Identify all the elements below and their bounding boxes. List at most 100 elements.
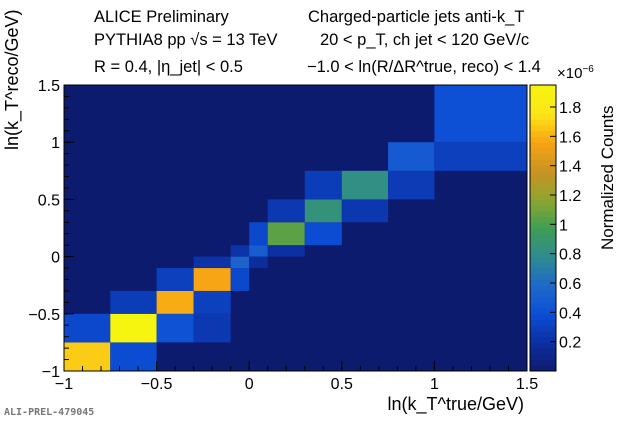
colorbar-segment: [530, 325, 556, 332]
jet-type-label: Charged-particle jets anti-k_T: [308, 8, 525, 26]
colorbar-segment: [530, 308, 556, 315]
colorbar-segment: [530, 296, 556, 303]
colorbar-segment: [530, 330, 556, 338]
heatmap-cell: [110, 313, 157, 343]
colorbar-tick-label: 1.2: [559, 188, 581, 205]
heatmap-bins: [64, 85, 527, 371]
colorbar-segment: [530, 250, 556, 258]
heatmap-cell: [388, 170, 435, 200]
y-tick-label: 1: [51, 135, 60, 152]
heatmap-cell: [249, 222, 268, 246]
heatmap-cell: [64, 342, 111, 371]
y-tick-label: −0.5: [28, 307, 60, 324]
colorbar-tick-label: 1: [559, 217, 568, 234]
colorbar-segment: [530, 170, 556, 178]
heatmap-cell: [434, 142, 527, 171]
colorbar-segment: [530, 279, 556, 286]
colorbar-segment: [530, 319, 556, 326]
alice-label: ALICE Preliminary: [94, 8, 229, 26]
figure-id: ALI-PREL-479045: [4, 407, 95, 418]
heatmap-cell: [230, 245, 250, 257]
colorbar-segment: [530, 228, 556, 235]
x-tick-label: −0.5: [141, 376, 173, 393]
colorbar-segment: [530, 165, 556, 172]
heatmap-cell: [193, 256, 231, 269]
colorbar-segment: [530, 290, 556, 298]
y-tick-label: 0: [51, 250, 60, 267]
heatmap-cell: [304, 222, 342, 246]
colorbar-segment: [530, 176, 556, 183]
colorbar-segment: [530, 136, 556, 143]
colorbar-segment: [530, 210, 556, 218]
x-tick-label: −1: [55, 376, 73, 393]
colorbar-segment: [530, 348, 556, 355]
colorbar-multiplier: ×10−6: [557, 64, 594, 82]
heatmap-cell: [267, 199, 305, 223]
colorbar-segment: [530, 125, 556, 132]
heatmap-cell: [230, 268, 250, 291]
colorbar-segment: [530, 102, 556, 109]
pt-range-label: 20 < p_T, ch jet < 120 GeV/c: [320, 31, 530, 49]
colorbar-segment: [530, 222, 556, 229]
heatmap-cell: [434, 85, 527, 143]
colorbar-segment: [530, 313, 556, 321]
heatmap-cell: [64, 313, 111, 343]
x-axis-title: ln(k_T^true/GeV): [387, 394, 525, 414]
colorbar-segment: [530, 239, 556, 246]
colorbar-segment: [530, 119, 556, 126]
heatmap-cell: [156, 268, 194, 291]
heatmap-cell: [304, 199, 342, 223]
colorbar-title: Normalized Counts: [598, 105, 617, 250]
colorbar-segment: [530, 273, 556, 280]
heatmap-cell: [156, 313, 194, 343]
colorbar-tick-label: 0.4: [559, 305, 581, 322]
colorbar-segment: [530, 365, 556, 372]
plot-frame: [63, 84, 528, 372]
colorbar-tick-label: 0.8: [559, 247, 581, 264]
colorbar-segment: [530, 142, 556, 149]
colorbar-segment: [530, 256, 556, 263]
colorbar-tick-label: 1.8: [559, 100, 581, 117]
heatmap-cell: [193, 268, 231, 291]
colorbar-segment: [530, 245, 556, 252]
colorbar-segment: [530, 193, 556, 200]
colorbar-segment: [530, 90, 556, 97]
colorbar-segment: [530, 268, 556, 275]
colorbar-segment: [530, 216, 556, 223]
colorbar-tick-label: 1.4: [559, 159, 581, 176]
colorbar-segment: [530, 353, 556, 361]
colorbar-frame: [529, 84, 557, 372]
colorbar-segment: [530, 187, 556, 195]
colorbar-segment: [530, 113, 556, 120]
jet-params-label: R = 0.4, |η_jet| < 0.5: [94, 58, 243, 76]
heatmap-cell: [388, 142, 435, 171]
colorbar-segment: [530, 262, 556, 269]
colorbar-tick-label: 0.6: [559, 276, 581, 293]
colorbar-segment: [530, 336, 556, 343]
heatmap-cell: [156, 290, 194, 314]
x-tick-label: 0: [245, 376, 254, 393]
colorbar-segment: [530, 342, 556, 349]
y-axis-title: ln(k_T^reco/GeV): [2, 9, 22, 150]
colorbar-segment: [530, 153, 556, 160]
colorbar-segment: [530, 205, 556, 212]
x-axis: −1 −0.5 0 0.5 1 1.5: [55, 361, 538, 393]
generator-label: PYTHIA8 pp √s = 13 TeV: [94, 31, 278, 49]
heatmap-cell: [267, 222, 305, 246]
colorbar-segment: [530, 130, 556, 137]
colorbar-segment: [530, 199, 556, 206]
x-tick-label: 1.5: [516, 376, 538, 393]
heatmap-cell: [267, 245, 305, 257]
dr-range-label: −1.0 < ln(R/ΔR^true, reco) < 1.4: [307, 58, 541, 76]
colorbar-segment: [530, 233, 556, 240]
heatmap-cell: [249, 245, 268, 257]
colorbar-segment: [530, 107, 556, 115]
heatmap-cell: [110, 290, 157, 314]
colorbar-segment: [530, 359, 556, 366]
colorbar-segment: [530, 182, 556, 189]
colorbar-segment: [530, 85, 556, 92]
colorbar-tick-label: 0.2: [559, 335, 581, 352]
heatmap-cell: [304, 170, 342, 200]
colorbar-segment: [530, 96, 556, 103]
